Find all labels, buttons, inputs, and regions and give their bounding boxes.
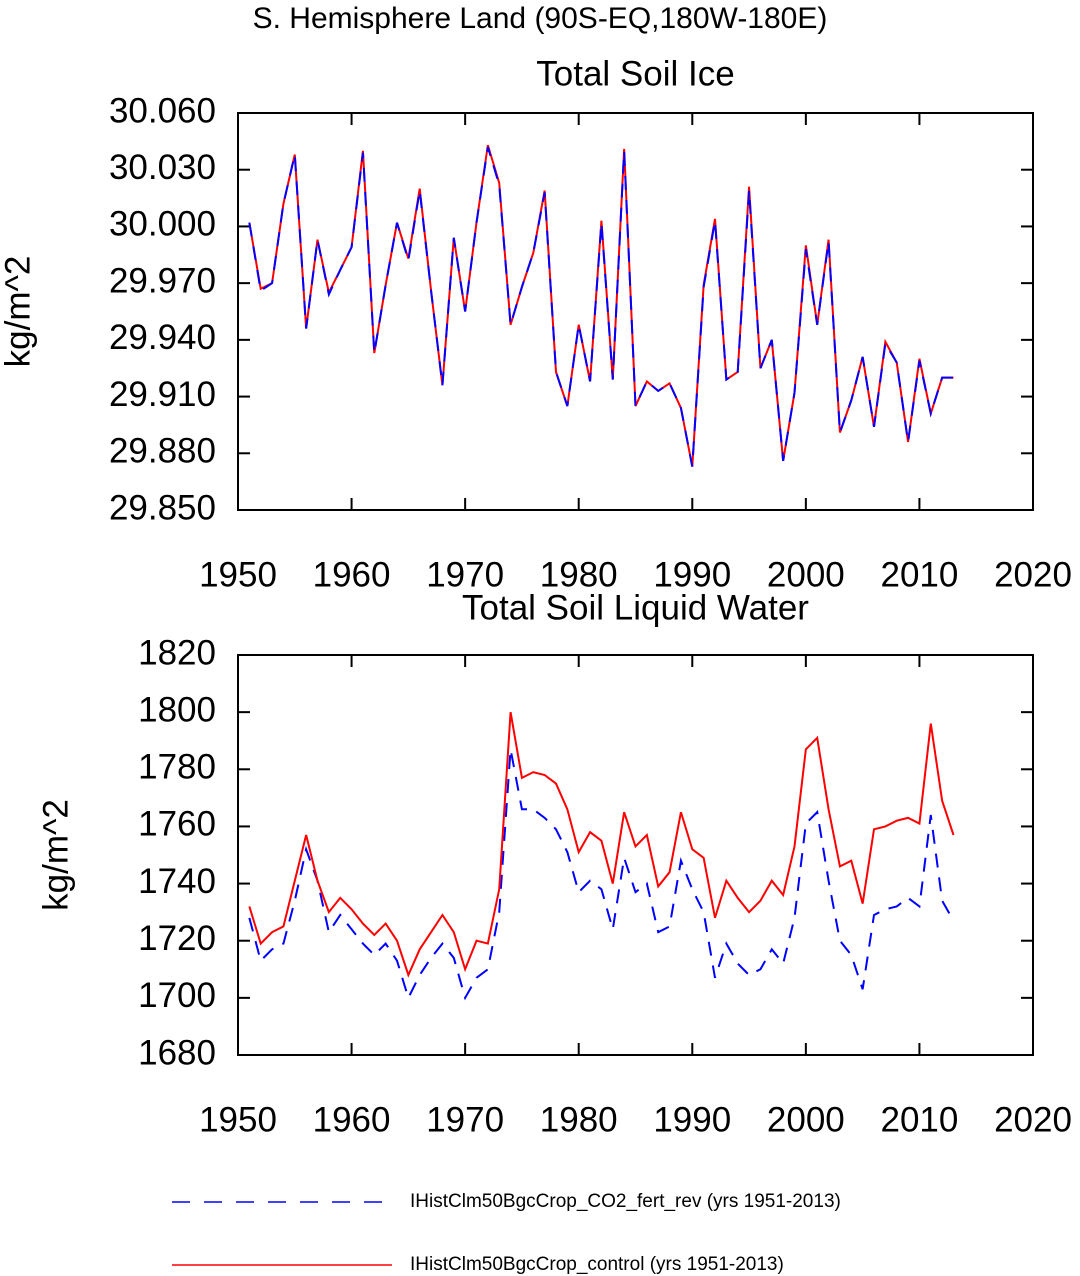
x-tick-label: 1980: [540, 1100, 618, 1139]
y-tick-label: 30.030: [109, 148, 216, 187]
series-line: [248, 711, 955, 978]
plot-frame: [237, 112, 1034, 511]
y-tick-label: 1680: [138, 1033, 216, 1072]
x-tick-label: 1950: [199, 555, 277, 594]
x-tick-label: 2020: [994, 1100, 1072, 1139]
y-tick-label: 29.970: [109, 261, 216, 300]
y-tick-label: 29.880: [109, 432, 216, 471]
y-tick-label: 1780: [138, 748, 216, 787]
series-line: [248, 146, 954, 467]
x-tick-label: 2020: [994, 555, 1072, 594]
y-tick-label: 1700: [138, 976, 216, 1015]
legend-label: IHistClm50BgcCrop_CO2_fert_rev (yrs 1951…: [410, 1191, 841, 1212]
x-tick-label: 1970: [426, 1100, 504, 1139]
y-tick-label: 29.910: [109, 375, 216, 414]
y-tick-label: 1820: [138, 633, 216, 672]
x-tick-label: 2010: [880, 555, 958, 594]
x-tick-label: 1990: [653, 1100, 731, 1139]
x-tick-label: 2000: [767, 555, 845, 594]
plot-frame: [237, 654, 1034, 1056]
x-tick-label: 2000: [767, 1100, 845, 1139]
y-tick-label: 29.940: [109, 318, 216, 357]
y-axis-label: kg/m^2: [0, 256, 37, 368]
x-tick-label: 2010: [880, 1100, 958, 1139]
y-tick-label: 1800: [138, 690, 216, 729]
chart-title: Total Soil Liquid Water: [462, 588, 809, 627]
y-axis-label: kg/m^2: [36, 799, 75, 911]
legend-label: IHistClm50BgcCrop_control (yrs 1951-2013…: [410, 1254, 784, 1275]
y-tick-label: 1740: [138, 862, 216, 901]
y-tick-label: 29.850: [109, 488, 216, 527]
x-tick-label: 1970: [426, 555, 504, 594]
y-tick-label: 1760: [138, 805, 216, 844]
chart-title: Total Soil Ice: [536, 54, 734, 93]
x-tick-label: 1950: [199, 1100, 277, 1139]
x-tick-label: 1960: [313, 555, 391, 594]
x-tick-label: 1960: [313, 1100, 391, 1139]
y-tick-label: 30.060: [109, 91, 216, 130]
x-tick-label: 1990: [653, 555, 731, 594]
y-tick-label: 30.000: [109, 205, 216, 244]
x-tick-label: 1980: [540, 555, 618, 594]
series-line: [248, 144, 954, 467]
y-tick-label: 1720: [138, 919, 216, 958]
series-line: [248, 749, 955, 1001]
figure-title: S. Hemisphere Land (90S-EQ,180W-180E): [253, 2, 828, 35]
